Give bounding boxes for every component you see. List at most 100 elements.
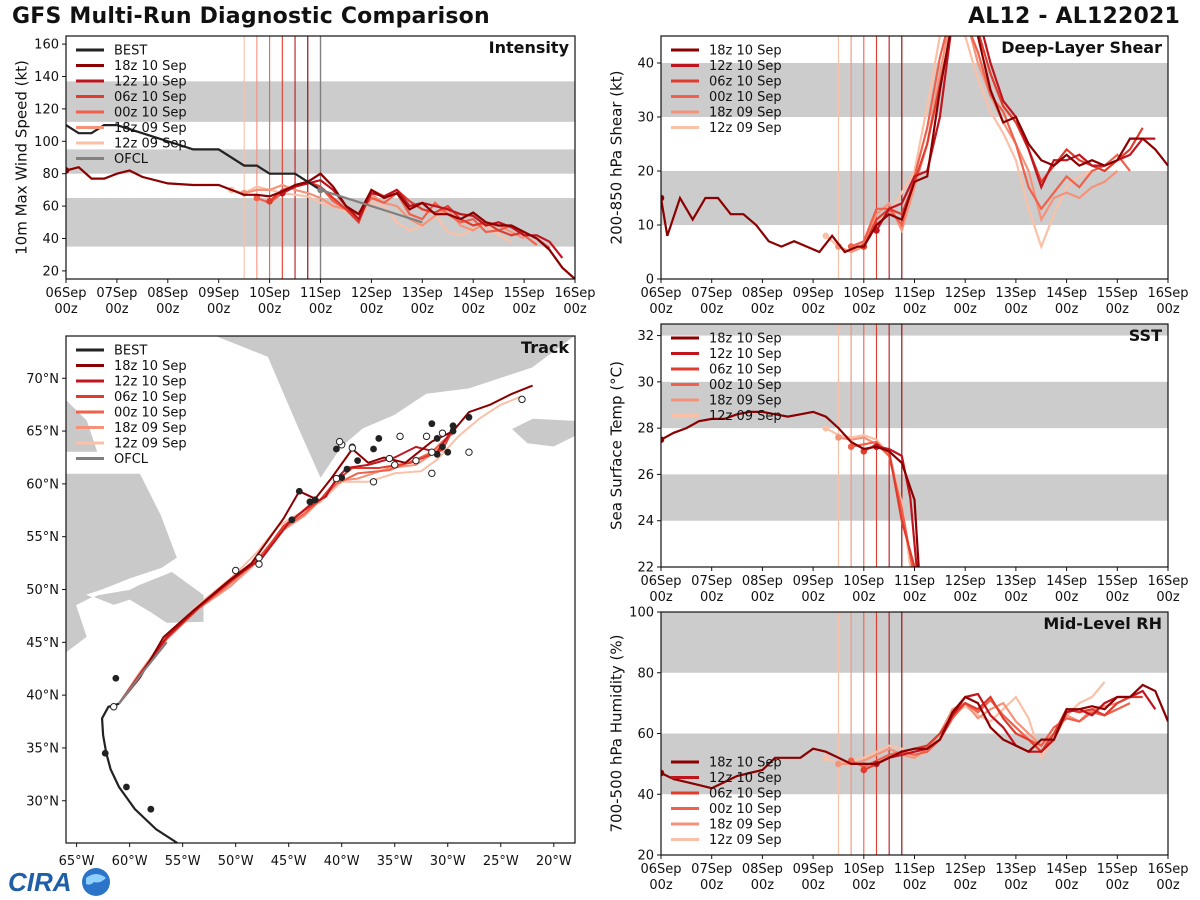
legend-label: 18z 10 Sep (114, 59, 187, 74)
track-marker-open (255, 554, 263, 562)
track-marker-open (231, 566, 240, 575)
globe-land-icon (86, 874, 106, 885)
track-marker-filled (465, 413, 473, 421)
xtick-label: 00z (903, 590, 927, 605)
xtick-label: 13Sep (995, 862, 1036, 877)
series-start-marker (822, 424, 830, 432)
xtick-label: 00z (954, 302, 978, 317)
xtick-label: 00z (1055, 302, 1079, 317)
legend-label: 06z 10 Sep (114, 90, 187, 105)
ytick-label: 22 (637, 561, 654, 576)
xtick-label: 10Sep (843, 862, 884, 877)
track-marker-filled (433, 435, 441, 442)
track-marker-filled (439, 443, 446, 451)
series-start-marker (847, 443, 855, 450)
track-marker-open (255, 560, 263, 568)
ytick-label: 0 (646, 273, 654, 288)
ytick-label: 55°N (26, 530, 59, 545)
ytick-label: 40 (637, 788, 654, 803)
series-18z-09-Sep (838, 36, 1119, 254)
track-marker-filled (449, 427, 457, 435)
track-marker-filled (311, 496, 319, 504)
track-marker-open (332, 474, 341, 483)
legend-label: 06z 10 Sep (709, 75, 782, 90)
xtick-label: 06Sep (640, 286, 681, 301)
legend-label: 18z 09 Sep (114, 121, 187, 136)
plot-area (661, 36, 1168, 279)
xtick-label: 09Sep (793, 286, 834, 301)
legend-label: 18z 10 Sep (114, 359, 187, 374)
ytick-label: 140 (34, 70, 59, 85)
ytick-label: 26 (637, 468, 654, 483)
series-start-marker (822, 232, 830, 240)
series-18z-10-Sep (661, 683, 1168, 790)
legend-label: 18z 09 Sep (114, 421, 187, 436)
legend-label: 12z 10 Sep (709, 59, 782, 74)
series-start-marker (661, 436, 665, 444)
series-00z-10-Sep (850, 36, 1131, 248)
ytick-label: 160 (34, 38, 59, 53)
panel-rh: 2040608010006Sep00z07Sep00z08Sep00z09Sep… (608, 606, 1189, 894)
xtick-label: 00z (1004, 302, 1028, 317)
xtick-label: 00z (852, 590, 876, 605)
legend-label: 00z 10 Sep (709, 90, 782, 105)
series-start-marker (860, 766, 868, 774)
xtick-label: 08Sep (742, 574, 783, 589)
xtick-label: 09Sep (793, 862, 834, 877)
ytick-label: 40°N (26, 689, 59, 704)
land-iceland (510, 417, 575, 448)
xtick-label: 50°W (218, 854, 254, 869)
series-start-marker (66, 167, 70, 174)
shade-band (661, 733, 1168, 795)
xtick-label: 00z (1106, 302, 1130, 317)
xtick-label: 00z (751, 878, 775, 893)
xtick-label: 00z (1156, 302, 1180, 317)
xtick-label: 00z (649, 590, 673, 605)
land-baffin (66, 398, 99, 453)
track-marker-filled (288, 516, 296, 524)
legend-label: 00z 10 Sep (709, 378, 782, 393)
track-marker-open (412, 456, 420, 465)
ytick-label: 80 (637, 666, 654, 681)
xtick-label: 00z (156, 302, 180, 317)
track-marker-open (518, 395, 526, 404)
series-12z-10-Sep (876, 445, 918, 567)
track-marker-open (391, 461, 399, 469)
track-marker-open (335, 437, 344, 446)
track-marker-open (428, 448, 436, 456)
xtick-label: 16Sep (1147, 574, 1188, 589)
xtick-label: 06Sep (45, 286, 86, 301)
ytick-label: 70°N (26, 372, 59, 387)
xtick-label: 00z (563, 302, 587, 317)
xtick-label: 55°W (165, 854, 201, 869)
legend-label: 12z 09 Sep (709, 121, 782, 136)
ytick-label: 32 (637, 329, 654, 344)
xtick-label: 00z (411, 302, 435, 317)
xtick-label: 65°W (59, 854, 95, 869)
land-greenland (66, 336, 575, 480)
series-18z-10-Sep (661, 36, 1168, 254)
track-marker-open (396, 432, 404, 441)
xtick-label: 00z (1004, 590, 1028, 605)
ytick-label: 35°N (26, 741, 59, 756)
panel-shear: 01020304006Sep00z07Sep00z08Sep00z09Sep00… (608, 35, 1189, 317)
legend-label: 06z 10 Sep (114, 390, 187, 405)
ytick-label: 30 (637, 375, 654, 390)
xtick-label: 00z (903, 878, 927, 893)
xtick-label: 13Sep (402, 286, 443, 301)
xtick-label: 14Sep (1046, 574, 1087, 589)
track-marker-filled (123, 783, 130, 791)
xtick-label: 00z (512, 302, 536, 317)
series-best (66, 123, 322, 191)
xtick-label: 15Sep (1097, 862, 1138, 877)
series-start-marker (266, 197, 273, 205)
xtick-label: 14Sep (453, 286, 494, 301)
legend-label: 12z 09 Sep (114, 137, 187, 152)
series-start-marker (661, 194, 665, 202)
xtick-label: 12Sep (945, 862, 986, 877)
plot-area (661, 324, 1168, 567)
xtick-label: 00z (954, 878, 978, 893)
track-marker-filled (343, 465, 351, 473)
xtick-label: 10Sep (249, 286, 290, 301)
